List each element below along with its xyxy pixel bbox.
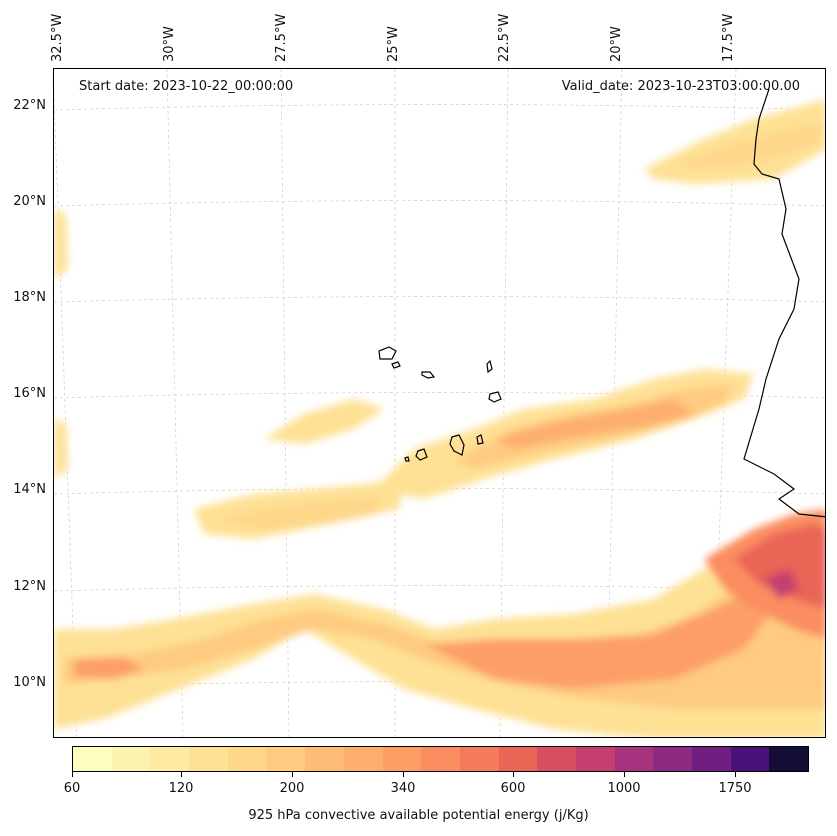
island-boa-vista bbox=[488, 391, 502, 403]
parallel-gridline bbox=[54, 296, 825, 303]
cape-region-west-edge-2 bbox=[54, 419, 68, 479]
cape-region-central-inner bbox=[494, 399, 694, 449]
colorbar-tick bbox=[292, 772, 293, 777]
map-panel: Start date: 2023-10-22_00:00:00 Valid_da… bbox=[53, 68, 826, 738]
longitude-label: 17.5°W bbox=[721, 13, 736, 62]
cape-region-west-core bbox=[74, 657, 144, 679]
longitude-label: 27.5°W bbox=[274, 13, 289, 62]
colorbar-segment bbox=[575, 747, 615, 771]
colorbar-segment bbox=[653, 747, 692, 771]
colorbar-segment bbox=[459, 747, 499, 771]
colorbar-tick bbox=[403, 772, 404, 777]
island-santiago bbox=[449, 434, 465, 456]
latitude-label: 10°N bbox=[13, 675, 46, 690]
coastlines bbox=[378, 88, 825, 518]
latitude-label: 20°N bbox=[13, 194, 46, 209]
colorbar-tick-label: 1750 bbox=[718, 781, 752, 796]
latitude-label: 16°N bbox=[13, 386, 46, 401]
colorbar-tick-label: 60 bbox=[63, 781, 81, 796]
island-sal bbox=[486, 359, 493, 374]
cape-region-north-core bbox=[674, 124, 824, 169]
longitude-label: 20°W bbox=[609, 26, 624, 62]
longitude-label: 22.5°W bbox=[497, 13, 512, 62]
colorbar-segment bbox=[227, 747, 267, 771]
africa-coastline bbox=[743, 88, 825, 518]
colorbar-segment bbox=[343, 747, 383, 771]
colorbar-tick-label: 1000 bbox=[607, 781, 641, 796]
latitude-label: 18°N bbox=[13, 290, 46, 305]
latitude-label: 22°N bbox=[13, 98, 46, 113]
cape-field-map bbox=[54, 69, 825, 737]
latitude-label: 14°N bbox=[13, 482, 46, 497]
colorbar-segment bbox=[305, 747, 344, 771]
colorbar-segment bbox=[382, 747, 422, 771]
colorbar-segment bbox=[421, 747, 460, 771]
colorbar-segment bbox=[189, 747, 228, 771]
cape-region-west-edge bbox=[54, 209, 68, 279]
colorbar-segment bbox=[150, 747, 190, 771]
longitude-label: 30°W bbox=[162, 26, 177, 62]
colorbar-tick-label: 340 bbox=[390, 781, 416, 796]
colorbar bbox=[72, 746, 809, 772]
valid-date-label: Valid_date: 2023-10-23T03:00:00.00 bbox=[561, 79, 800, 94]
latitude-label: 12°N bbox=[13, 579, 46, 594]
cape-shading bbox=[54, 99, 825, 737]
island-sao-nicolau bbox=[421, 371, 436, 379]
colorbar-segment bbox=[498, 747, 538, 771]
parallel-gridline bbox=[54, 104, 825, 111]
island-sao-vicente bbox=[391, 361, 401, 369]
colorbar-title: 925 hPa convective available potential e… bbox=[248, 808, 589, 823]
longitude-label: 32.5°W bbox=[50, 13, 65, 62]
colorbar-segment bbox=[266, 747, 306, 771]
cape-region-southeast-core bbox=[734, 524, 825, 609]
cape-region-south-core bbox=[424, 589, 774, 689]
colorbar-tick bbox=[181, 772, 182, 777]
longitude-label: 25°W bbox=[386, 26, 401, 62]
island-brava bbox=[404, 456, 410, 462]
colorbar-segment bbox=[692, 747, 731, 771]
colorbar-segment bbox=[614, 747, 654, 771]
colorbar-tick bbox=[624, 772, 625, 777]
colorbar-segment bbox=[769, 747, 809, 771]
colorbar-tick bbox=[513, 772, 514, 777]
start-date-label: Start date: 2023-10-22_00:00:00 bbox=[79, 79, 294, 94]
colorbar-tick-label: 120 bbox=[168, 781, 194, 796]
cape-region-southeast-max bbox=[764, 569, 799, 599]
colorbar-tick bbox=[735, 772, 736, 777]
colorbar-tick bbox=[72, 772, 73, 777]
colorbar-segment bbox=[73, 747, 112, 771]
colorbar-tick-label: 600 bbox=[500, 781, 526, 796]
parallel-gridline bbox=[54, 200, 825, 207]
cape-region-west-band-core bbox=[214, 497, 384, 531]
colorbar-segment bbox=[111, 747, 151, 771]
island-santo-antao bbox=[378, 346, 397, 360]
colorbar-tick-label: 200 bbox=[279, 781, 305, 796]
colorbar-segment bbox=[537, 747, 576, 771]
cape-region-northwest-patch bbox=[264, 399, 384, 444]
meridian-gridline bbox=[54, 87, 78, 737]
colorbar-segment bbox=[730, 747, 770, 771]
island-maio bbox=[476, 434, 484, 445]
island-fogo bbox=[415, 448, 428, 461]
